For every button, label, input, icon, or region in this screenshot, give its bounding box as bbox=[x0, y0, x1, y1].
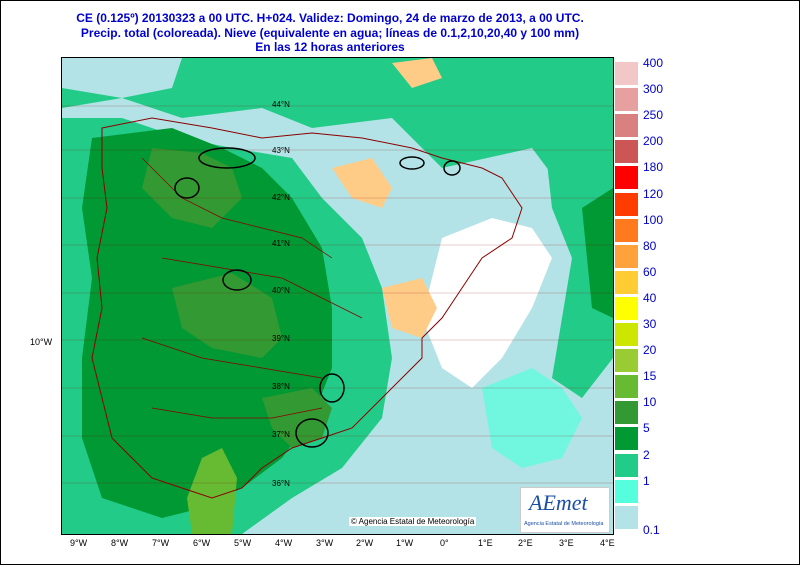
aemet-logo-subtitle: Agencia Estatal de Meteorología bbox=[524, 521, 604, 527]
precipitation-map bbox=[61, 57, 614, 535]
lon-label-5w: 5°W bbox=[234, 538, 252, 548]
legend-color-2 bbox=[615, 114, 638, 138]
legend-label-12: 15 bbox=[643, 369, 657, 384]
title-line-3: En las 12 horas anteriores bbox=[255, 40, 405, 54]
legend-color-9 bbox=[615, 296, 638, 320]
legend-label-15: 2 bbox=[643, 447, 650, 462]
lat-label-39: 39°N bbox=[272, 334, 290, 343]
legend-label-0: 400 bbox=[643, 56, 664, 70]
lat-label-43: 43°N bbox=[272, 146, 290, 155]
legend-color-17 bbox=[615, 505, 638, 529]
legend-label-9: 40 bbox=[643, 290, 657, 305]
legend-label-8: 60 bbox=[643, 264, 657, 279]
legend-label-6: 100 bbox=[643, 212, 664, 227]
legend-color-11 bbox=[615, 349, 638, 373]
title-line-1: CE (0.125º) 20130323 a 00 UTC. H+024. Va… bbox=[76, 11, 584, 25]
map-field bbox=[62, 58, 613, 534]
legend-label-11: 20 bbox=[643, 343, 657, 358]
lon-label-2w: 2°W bbox=[356, 538, 374, 548]
lon-label-10w: 10°W bbox=[30, 337, 53, 347]
lon-label-6w: 6°W bbox=[193, 538, 211, 548]
lon-label-7w: 7°W bbox=[152, 538, 170, 548]
legend-label-16: 1 bbox=[643, 473, 650, 488]
legend-label-10: 30 bbox=[643, 317, 657, 331]
legend-color-14 bbox=[615, 427, 638, 451]
legend-color-3 bbox=[615, 140, 638, 164]
legend-color-5 bbox=[615, 192, 638, 216]
lat-label-42: 42°N bbox=[272, 193, 290, 202]
legend-label-4: 180 bbox=[643, 160, 664, 175]
legend-color-7 bbox=[615, 244, 638, 268]
legend-color-8 bbox=[615, 270, 638, 294]
legend-color-10 bbox=[615, 323, 638, 346]
lon-label-4e: 4°E bbox=[600, 538, 615, 548]
legend-label-13: 10 bbox=[643, 395, 657, 410]
lon-label-1w: 1°W bbox=[396, 538, 414, 548]
lat-label-38: 38°N bbox=[272, 382, 290, 391]
lat-label-41: 41°N bbox=[272, 239, 290, 248]
aemet-logo: AEmet Agencia Estatal de Meteorología bbox=[520, 487, 610, 533]
legend-color-16 bbox=[615, 479, 638, 503]
lat-label-44: 44°N bbox=[272, 100, 290, 109]
legend-color-15 bbox=[615, 453, 638, 477]
legend-color-1 bbox=[615, 88, 638, 112]
legend-color-12 bbox=[615, 375, 638, 399]
lat-label-36: 36°N bbox=[272, 479, 290, 488]
legend-label-7: 80 bbox=[643, 238, 657, 253]
legend-color-13 bbox=[615, 401, 638, 425]
legend-label-5: 120 bbox=[643, 186, 664, 201]
legend-label-17: 0.1 bbox=[643, 522, 660, 537]
legend-label-3: 200 bbox=[643, 134, 664, 149]
legend-color-4 bbox=[615, 166, 638, 190]
legend-color-6 bbox=[615, 218, 638, 242]
legend-label-2: 250 bbox=[643, 108, 664, 123]
lon-label-9w: 9°W bbox=[70, 538, 88, 548]
lon-label-0: 0° bbox=[440, 538, 449, 548]
legend-color-0 bbox=[615, 62, 638, 85]
lon-label-2e: 2°E bbox=[518, 538, 533, 548]
copyright-notice: © Agencia Estatal de Meteorología bbox=[349, 517, 477, 526]
legend-label-1: 300 bbox=[643, 82, 664, 97]
legend-label-14: 5 bbox=[643, 421, 650, 436]
title-line-2: Precip. total (coloreada). Nieve (equiva… bbox=[80, 26, 580, 40]
lon-label-4w: 4°W bbox=[275, 538, 293, 548]
lon-label-1e: 1°E bbox=[478, 538, 493, 548]
lon-label-3e: 3°E bbox=[559, 538, 574, 548]
lat-label-40: 40°N bbox=[272, 286, 290, 295]
lat-label-37: 37°N bbox=[272, 430, 290, 439]
aemet-logo-text: AEmet bbox=[529, 490, 588, 515]
lon-label-3w: 3°W bbox=[316, 538, 334, 548]
lon-label-8w: 8°W bbox=[111, 538, 129, 548]
